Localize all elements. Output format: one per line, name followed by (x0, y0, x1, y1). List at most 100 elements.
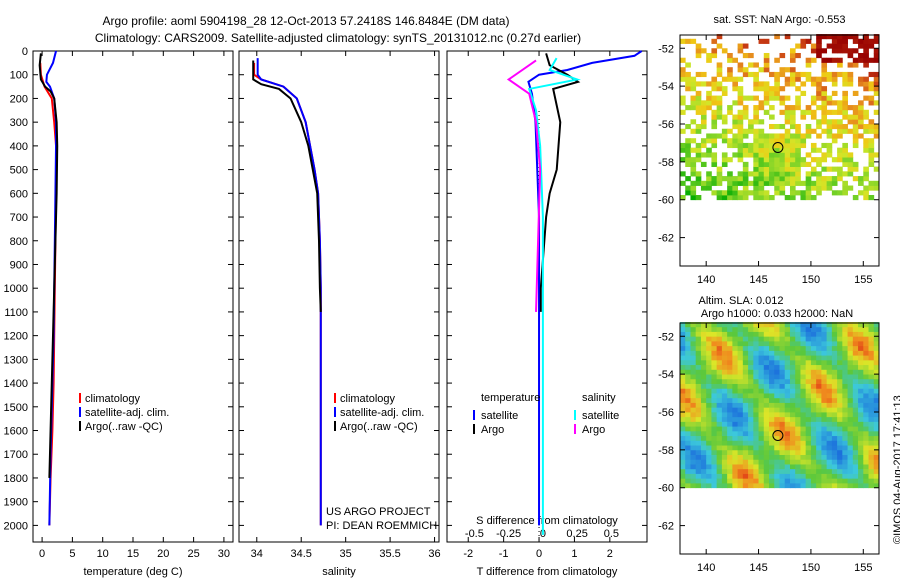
sla_map-cell (858, 388, 864, 394)
sla_map-cell (842, 435, 848, 441)
sla_map-cell (810, 464, 817, 470)
sla_map-cell (742, 364, 749, 370)
sst_map-cell (863, 109, 869, 115)
sst_map-cell (758, 147, 765, 153)
sla_map-cell (732, 388, 739, 394)
sst_map-cell (769, 90, 775, 96)
sla_map-cell (784, 350, 791, 356)
sla_map-cell (816, 421, 822, 427)
sla_map-cell (800, 445, 807, 451)
sla_map-cell (769, 416, 775, 422)
sla_map-cell (711, 482, 718, 489)
sla_map-cell (753, 435, 759, 441)
sla_map-cell (721, 454, 728, 460)
sla_map-cell (863, 378, 869, 384)
sla_map-cell (721, 445, 728, 451)
sla_map-cell (805, 435, 812, 441)
sla_map-cell (789, 326, 796, 332)
sst_map-cell (690, 185, 697, 191)
sst_map-cell (816, 105, 822, 111)
sla_map-cell (742, 445, 749, 451)
sst_map-cell (758, 81, 765, 87)
sla_map-cell (873, 473, 880, 479)
sla_map-cell (816, 397, 822, 403)
sla_map-cell (821, 326, 828, 332)
sla_map-cell (737, 482, 744, 489)
sla_map-cell (826, 359, 833, 366)
sst_map-cell (753, 62, 759, 68)
sst_map-cell (831, 81, 838, 87)
sst_map-cell (810, 48, 817, 54)
sst_map-cell (732, 123, 739, 130)
sst_map-cell (727, 190, 733, 196)
sla_map-cell (706, 402, 712, 408)
sla_map-cell (795, 369, 801, 375)
sla_map-cell (816, 426, 822, 432)
sla_map-cell (858, 454, 864, 460)
sla_map-cell (826, 340, 833, 347)
sst_map-cell (721, 90, 728, 96)
sst_map-cell (821, 128, 828, 134)
sla_map-cell (816, 440, 822, 446)
sla_map-cell (711, 411, 718, 418)
sla_map-cell (816, 459, 822, 465)
sst_map-cell (795, 171, 801, 177)
sla_map-cell (711, 445, 718, 451)
sla_map-cell (779, 378, 786, 384)
sla_map-cell (727, 388, 733, 394)
sla_map-cell (852, 468, 859, 474)
sla_map-cell (685, 355, 691, 361)
sla_map-cell (831, 350, 838, 356)
sla_map-cell (680, 473, 686, 479)
sst_map-cell (847, 52, 854, 59)
sla_map-cell (727, 440, 733, 446)
sla_map-cell (842, 336, 848, 342)
sla_map-cell (753, 364, 759, 370)
sla_map-cell (842, 322, 848, 328)
sla_map-ytick-label: -60 (658, 483, 674, 495)
sla_map-cell (831, 440, 838, 446)
sst_map-cell (873, 90, 880, 96)
sla_map-cell (700, 388, 707, 394)
sla_map-cell (706, 416, 712, 422)
sst_map-cell (727, 142, 733, 149)
temperature-xtick-label: 5 (69, 548, 75, 560)
sla_map-cell (758, 445, 765, 451)
sla_map-cell (821, 388, 828, 394)
sla_map-cell (800, 426, 807, 432)
sst_map-cell (779, 176, 786, 182)
sst_map-cell (706, 105, 712, 111)
sla_map-cell (852, 482, 859, 489)
sla_map-cell (868, 378, 875, 384)
sst_map-cell (831, 133, 838, 139)
sla_map-cell (821, 402, 828, 408)
sst_map-cell (711, 52, 718, 59)
sla_map-cell (816, 435, 822, 441)
depth-tick-label: 1300 (4, 354, 28, 366)
sst_map-cell (795, 123, 801, 130)
sst_map-cell (852, 138, 859, 144)
watermark: ©IMOS 04-Aug-2017 17:41:13 (892, 395, 900, 544)
sst_map-cell (863, 166, 869, 172)
sla_map-cell (706, 459, 712, 465)
sla_map-cell (763, 374, 770, 380)
sst_map-cell (742, 161, 749, 167)
sla_map-cell (868, 322, 875, 328)
sla_map-cell (784, 482, 791, 489)
sst_map-cell (763, 176, 770, 182)
sla_map-cell (779, 454, 786, 460)
sst_map-cell (690, 147, 697, 153)
sla_map-cell (816, 393, 822, 399)
sla_map-cell (779, 421, 786, 427)
sla_map-cell (685, 416, 691, 422)
sla_map-cell (721, 359, 728, 366)
sst_map-cell (680, 157, 686, 163)
sla_map-cell (826, 459, 833, 465)
sst_map-cell (852, 48, 859, 54)
sla_map-cell (769, 411, 775, 418)
sla_map-cell (821, 378, 828, 384)
sla_map-cell (831, 326, 838, 332)
sst_map-cell (789, 194, 796, 201)
sla_map-cell (826, 411, 833, 418)
sla_map-cell (779, 340, 786, 347)
